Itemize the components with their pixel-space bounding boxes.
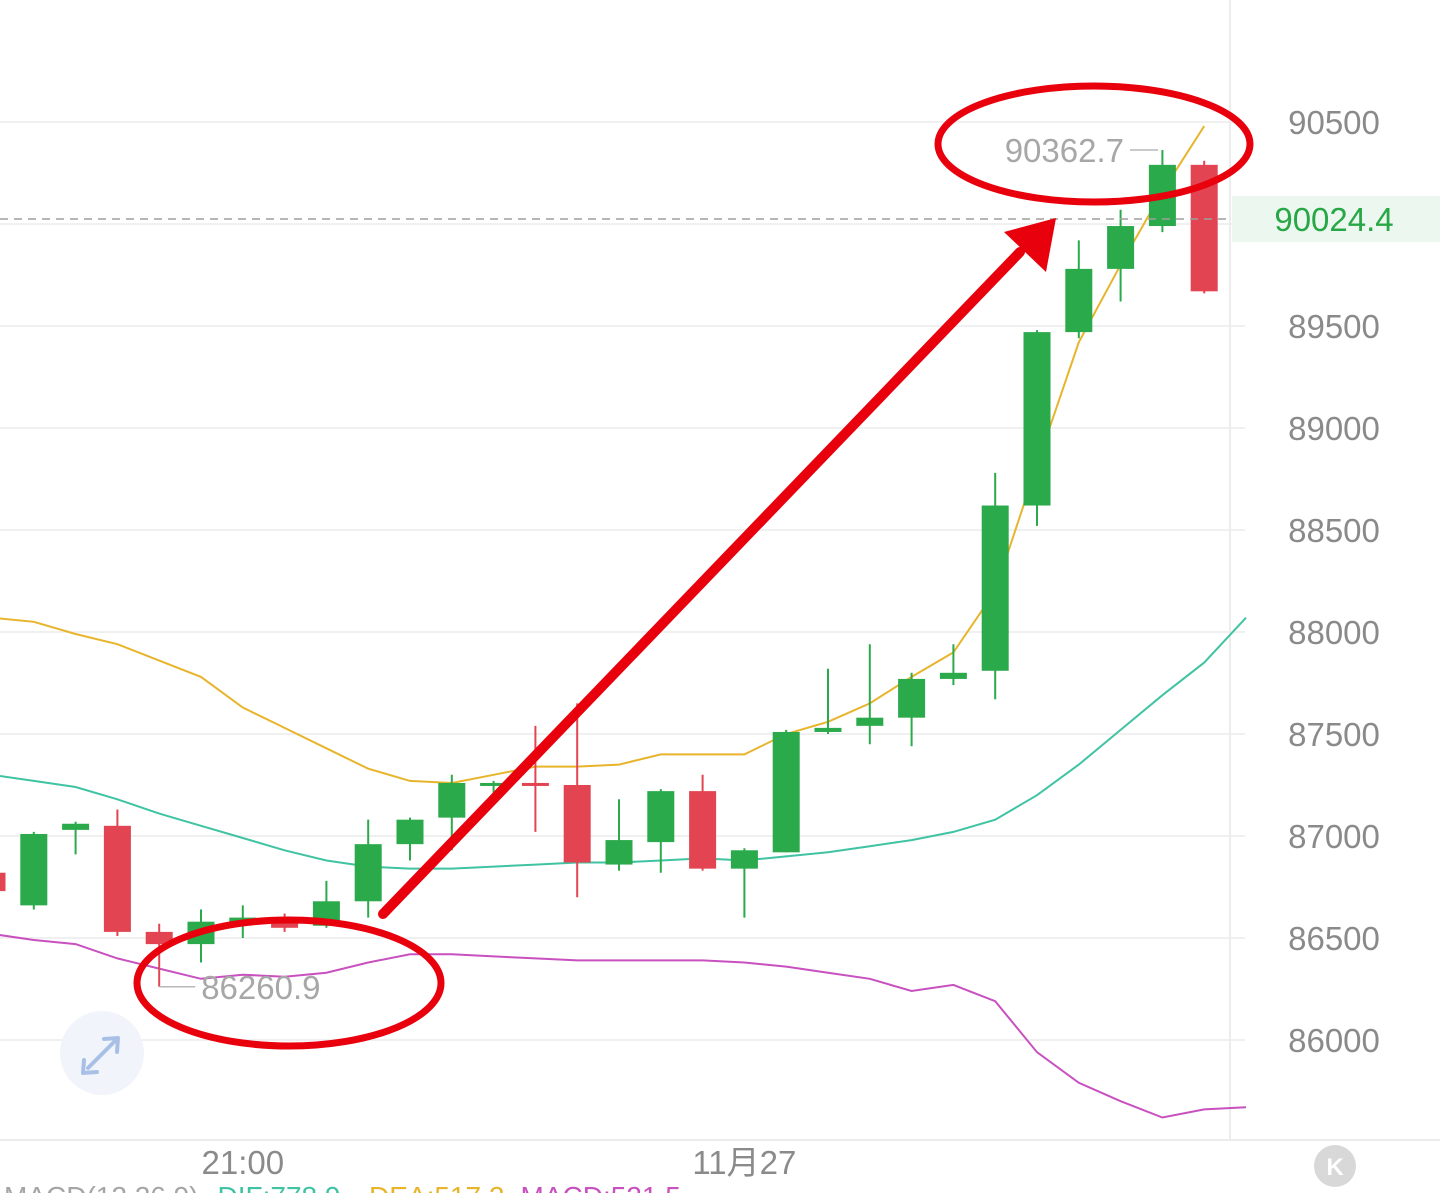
macd-value: MACD(12,26,9) xyxy=(4,1181,199,1193)
indicator-line xyxy=(0,617,1247,870)
candle-body xyxy=(1023,332,1051,506)
candle-body xyxy=(689,791,717,869)
highlight-ellipse xyxy=(133,916,445,1050)
candle-body xyxy=(103,825,131,932)
x-axis: 21:00 11月27 xyxy=(202,1144,797,1181)
indicator-lines xyxy=(0,125,1247,1119)
k-badge-icon xyxy=(1314,1145,1356,1187)
y-tick-label: 89500 xyxy=(1288,308,1380,345)
chart-controls: Κ xyxy=(60,1011,1356,1187)
y-tick-label: 89000 xyxy=(1288,410,1380,447)
indicator-line xyxy=(0,934,1247,1119)
last-price-badge xyxy=(1232,196,1440,243)
candle-body xyxy=(480,782,508,786)
annotations xyxy=(133,82,1254,1050)
candle-body xyxy=(939,672,967,679)
macd-value: MACD:521.5 xyxy=(521,1181,681,1193)
macd-value: DIF:778.9 xyxy=(218,1181,341,1193)
y-axis: 90500 89500 89000 88500 88000 87500 87000 86500… xyxy=(1288,104,1380,1059)
candle-body xyxy=(772,731,800,853)
y-tick-label: 88000 xyxy=(1288,614,1380,651)
y-tick-label: 88500 xyxy=(1288,512,1380,549)
y-tick-label: 90500 xyxy=(1288,104,1380,141)
candle-body xyxy=(898,678,926,718)
k-badge-icon: Κ xyxy=(1326,1154,1344,1181)
trend-arrow-head xyxy=(1004,218,1056,272)
candle-body xyxy=(145,931,173,945)
y-tick-label: 87500 xyxy=(1288,716,1380,753)
macd-legend: MACD(12,26,9) DIF:778.9 DEA:517.2 MACD:521.… xyxy=(4,1181,681,1193)
candles xyxy=(0,150,1218,987)
candle-body xyxy=(438,782,466,818)
highlight-ellipse xyxy=(934,82,1254,206)
x-tick-label: 11月27 xyxy=(692,1144,796,1181)
candle-body xyxy=(1065,268,1093,333)
candle-body xyxy=(62,823,90,830)
candle-body xyxy=(814,727,842,732)
y-tick-label: 86500 xyxy=(1288,920,1380,957)
candle-body xyxy=(20,833,48,906)
macd-value: DEA:517.2 xyxy=(369,1181,504,1193)
candle-body xyxy=(605,840,633,865)
candle-body xyxy=(856,717,884,726)
y-tick-label: 87000 xyxy=(1288,818,1380,855)
last-price-marker: 90024.4 xyxy=(0,196,1440,243)
extreme-labels: 90362.7 86260.9 xyxy=(159,132,1158,1006)
candle-body xyxy=(563,785,591,863)
expand-arrows-icon xyxy=(81,1036,120,1075)
candle-body xyxy=(730,850,758,869)
last-price-label: 90024.4 xyxy=(1274,201,1393,238)
low-label: 86260.9 xyxy=(201,969,320,1006)
candle-body xyxy=(981,505,1009,671)
x-tick-label: 21:00 xyxy=(202,1144,285,1181)
trend-arrow-shaft xyxy=(378,247,1025,919)
candle-body xyxy=(0,872,6,892)
candle-body xyxy=(354,844,382,902)
candle-body xyxy=(647,791,675,843)
high-label: 90362.7 xyxy=(1005,132,1124,169)
candle-body xyxy=(1107,226,1135,269)
y-tick-label: 86000 xyxy=(1288,1022,1380,1059)
candle-body xyxy=(396,819,424,845)
candle-body xyxy=(521,782,549,786)
